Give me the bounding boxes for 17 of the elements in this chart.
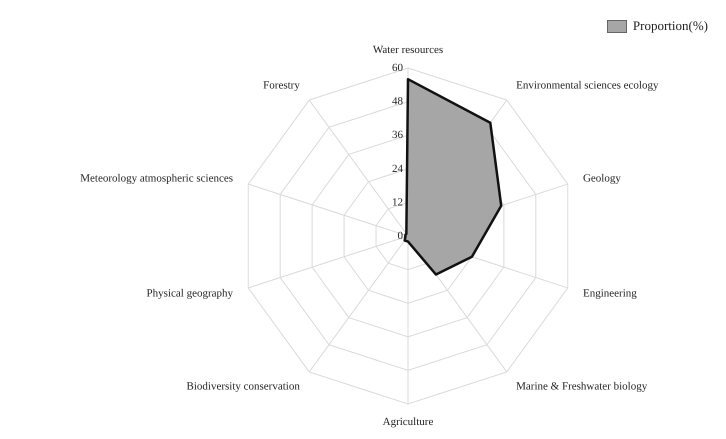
spoke-label: Engineering [582, 287, 638, 300]
spoke-label: Geology [582, 172, 622, 185]
y-tick-label: 12 [392, 196, 403, 208]
y-tick-label: 24 [392, 162, 404, 175]
spoke-label: Water resources [372, 44, 444, 56]
spoke-label: Forestry [263, 80, 300, 92]
spoke-label: Environmental sciences ecology [516, 80, 659, 92]
y-tick-label: 48 [392, 96, 404, 108]
spoke-label: Meteorology atmospheric sciences [80, 172, 234, 185]
spoke-label: Biodiversity conservation [186, 380, 300, 392]
legend-label: Proportion(%) [632, 18, 708, 34]
spoke-label: Physical geography [146, 287, 234, 300]
y-tick-label: 0 [398, 230, 404, 242]
spoke-label: Marine & Freshwater biology [516, 380, 648, 392]
y-tick-label: 36 [392, 129, 404, 142]
spoke-label: Agriculture [382, 416, 434, 428]
y-tick-label: 60 [392, 62, 404, 74]
